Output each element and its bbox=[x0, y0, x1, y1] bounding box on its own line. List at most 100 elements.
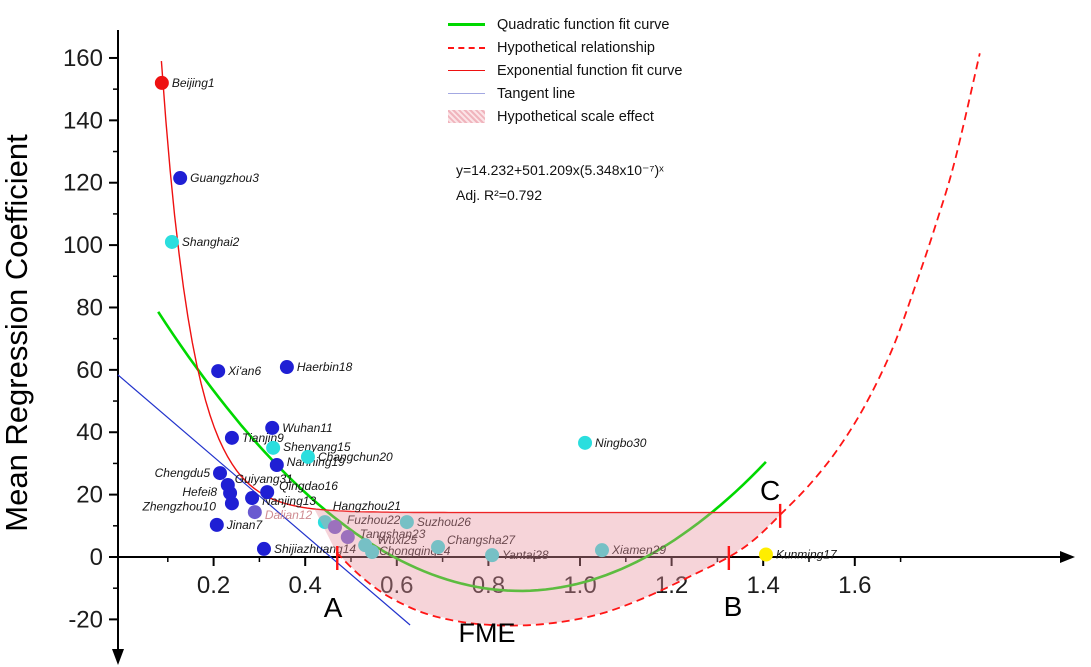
y-tick-label: 120 bbox=[63, 170, 103, 197]
legend-row-scale-effect: Hypothetical scale effect bbox=[448, 105, 682, 128]
hypothetical-relationship-curve bbox=[335, 53, 981, 627]
y-tick-label: 0 bbox=[90, 544, 103, 571]
data-point-Shenyang15 bbox=[266, 440, 281, 455]
legend: Quadratic function fit curve Hypothetica… bbox=[448, 13, 682, 128]
point-label-Wuhan11: Wuhan11 bbox=[282, 421, 332, 435]
y-tick-label: 160 bbox=[63, 45, 103, 72]
point-label-Zhengzhou10: Zhengzhou10 bbox=[142, 499, 217, 513]
x-tick-label: 1.4 bbox=[747, 572, 780, 599]
data-point-Haerbin18 bbox=[279, 360, 294, 375]
data-point-Kunming17 bbox=[758, 547, 773, 562]
point-label-Suzhou26: Suzhou26 bbox=[417, 515, 471, 529]
x-tick-label: 0.2 bbox=[197, 572, 230, 599]
equation-block: y=14.232+501.209x(5.348x10⁻⁷)ˣ Adj. R²=0… bbox=[456, 158, 664, 208]
legend-label: Hypothetical scale effect bbox=[497, 108, 654, 125]
data-points: Beijing1 Shanghai2 Guangzhou3 Chengdu5 Xi'an… bbox=[142, 75, 838, 563]
legend-row-exponential: Exponential function fit curve bbox=[448, 59, 682, 82]
point-label-Guangzhou3: Guangzhou3 bbox=[190, 171, 259, 185]
data-point-Suzhou26 bbox=[399, 515, 414, 530]
y-tick-label: 60 bbox=[76, 357, 103, 384]
point-label-Yantai28: Yantai28 bbox=[502, 548, 549, 562]
y-tick-label: -20 bbox=[68, 606, 103, 633]
annotation-B: B bbox=[724, 591, 743, 622]
data-point-Changsha27 bbox=[431, 540, 446, 555]
legend-row-quadratic: Quadratic function fit curve bbox=[448, 13, 682, 36]
point-label-Jinan7: Jinan7 bbox=[226, 518, 264, 532]
annotation-A: A bbox=[324, 592, 343, 623]
fit-equation: y=14.232+501.209x(5.348x10⁻⁷)ˣ bbox=[456, 162, 664, 178]
data-point-Yantai28 bbox=[485, 548, 500, 563]
data-point-Nanning19 bbox=[269, 457, 284, 472]
data-point-Xiamen29 bbox=[594, 543, 609, 558]
data-point-Tianjin9 bbox=[224, 430, 239, 445]
x-tick-label: 0.4 bbox=[289, 572, 322, 599]
data-point-Beijing1 bbox=[154, 75, 169, 90]
y-tick-label: 100 bbox=[63, 232, 103, 259]
annotation-FME: FME bbox=[459, 618, 516, 648]
y-tick-label: 20 bbox=[76, 482, 103, 509]
point-label-Changchun20: Changchun20 bbox=[318, 450, 393, 464]
exponential-line-swatch bbox=[448, 70, 485, 71]
point-label-Kunming17: Kunming17 bbox=[776, 548, 838, 562]
tangent-line bbox=[117, 374, 411, 626]
exponential-fit-curve bbox=[160, 61, 781, 514]
x-tick-label: 0.8 bbox=[472, 572, 505, 599]
legend-label: Exponential function fit curve bbox=[497, 62, 683, 79]
x-axis-arrow bbox=[1060, 551, 1075, 563]
point-label-Shenyang15: Shenyang15 bbox=[283, 440, 351, 454]
point-label-Nanjing13: Nanjing13 bbox=[262, 494, 316, 508]
data-point-Wuhan11 bbox=[265, 420, 280, 435]
point-label-Wuxi25: Wuxi25 bbox=[377, 533, 417, 547]
point-label-Shanghai2: Shanghai2 bbox=[182, 235, 240, 249]
legend-row-hypothetical: Hypothetical relationship bbox=[448, 36, 682, 59]
scale-effect-swatch bbox=[448, 110, 485, 123]
y-axis-title: Mean Regression Coefficient bbox=[0, 134, 34, 532]
legend-label: Hypothetical relationship bbox=[497, 39, 655, 56]
data-point-Zhengzhou10 bbox=[224, 496, 239, 511]
data-point-Guiyang31 bbox=[220, 477, 235, 492]
point-label-Xiamen29: Xiamen29 bbox=[611, 543, 666, 557]
annotation-C: C bbox=[760, 475, 780, 506]
data-point-Shanghai2 bbox=[164, 234, 179, 249]
point-label-Qingdao16: Qingdao16 bbox=[279, 479, 338, 493]
y-tick-label: 80 bbox=[76, 294, 103, 321]
x-tick-label: 1.2 bbox=[655, 572, 688, 599]
point-label-Beijing1: Beijing1 bbox=[172, 76, 215, 90]
point-label-Hangzhou21: Hangzhou21 bbox=[333, 499, 401, 513]
legend-label: Tangent line bbox=[497, 85, 576, 102]
point-label-Fuzhou22: Fuzhou22 bbox=[347, 513, 401, 527]
y-tick-label: 40 bbox=[76, 419, 103, 446]
data-point-Chengdu5 bbox=[213, 466, 228, 481]
tangent-line-swatch bbox=[448, 93, 485, 94]
axes: 0.2 0.4 0.6 0.8 1.0 1.2 1.4 1.6-200204060801001… bbox=[0, 30, 1075, 665]
point-label-Xi'an6: Xi'an6 bbox=[227, 364, 261, 378]
data-point-Tangshan23 bbox=[340, 530, 355, 545]
point-label-Tangshan23: Tangshan23 bbox=[360, 527, 426, 541]
point-label-Dalian12: Dalian12 bbox=[265, 508, 313, 522]
quadratic-fit-curve bbox=[157, 311, 767, 593]
data-point-Xi'an6 bbox=[211, 364, 226, 379]
data-point-Nanjing13 bbox=[245, 491, 260, 506]
data-point-Shijiazhuang14 bbox=[256, 541, 271, 556]
dashed-line-swatch bbox=[448, 46, 485, 49]
point-label-Chengdu5: Chengdu5 bbox=[155, 466, 211, 480]
data-point-Wuxi25 bbox=[358, 538, 373, 553]
data-point-Ningbo30 bbox=[578, 435, 593, 450]
data-point-Fuzhou22 bbox=[327, 520, 342, 535]
quadratic-line-swatch bbox=[448, 23, 485, 26]
data-point-Changchun20 bbox=[300, 449, 315, 464]
y-axis-arrow bbox=[112, 649, 124, 665]
point-label-Ningbo30: Ningbo30 bbox=[595, 436, 647, 450]
legend-label: Quadratic function fit curve bbox=[497, 16, 670, 33]
data-point-Qingdao16 bbox=[260, 485, 275, 500]
point-label-Haerbin18: Haerbin18 bbox=[297, 360, 353, 374]
scale-effect-region bbox=[314, 509, 781, 626]
point-label-Guiyang31: Guiyang31 bbox=[235, 472, 293, 486]
point-label-Shijiazhuang14: Shijiazhuang14 bbox=[274, 542, 356, 556]
data-point-Guangzhou3 bbox=[173, 171, 188, 186]
data-point-Dalian12 bbox=[247, 505, 262, 520]
x-tick-label: 1.6 bbox=[838, 572, 871, 599]
legend-row-tangent: Tangent line bbox=[448, 82, 682, 105]
